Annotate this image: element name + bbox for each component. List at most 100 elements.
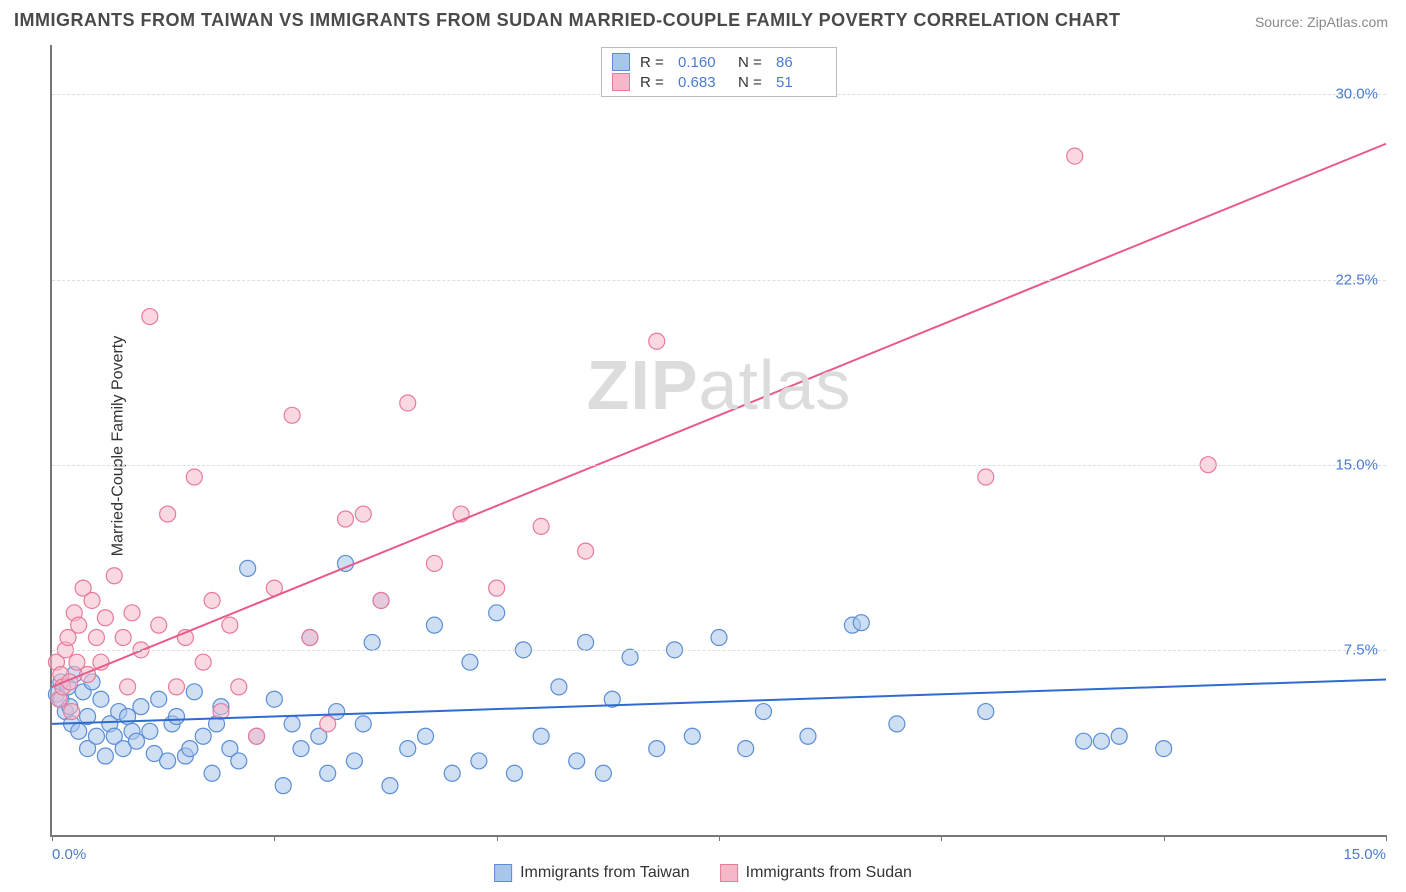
data-point	[649, 333, 665, 349]
data-point	[120, 679, 136, 695]
data-point	[533, 728, 549, 744]
data-point	[71, 617, 87, 633]
data-point	[231, 753, 247, 769]
data-point	[400, 741, 416, 757]
data-point	[506, 765, 522, 781]
data-point	[755, 704, 771, 720]
data-point	[97, 748, 113, 764]
data-point	[115, 630, 131, 646]
legend-swatch	[494, 864, 512, 882]
data-point	[186, 469, 202, 485]
data-point	[160, 753, 176, 769]
data-point	[800, 728, 816, 744]
data-point	[182, 741, 198, 757]
data-point	[889, 716, 905, 732]
data-point	[1067, 148, 1083, 164]
data-point	[462, 654, 478, 670]
data-point	[738, 741, 754, 757]
data-point	[364, 634, 380, 650]
data-point	[222, 617, 238, 633]
data-point	[649, 741, 665, 757]
data-point	[533, 518, 549, 534]
regression-line	[52, 679, 1386, 723]
data-point	[64, 704, 80, 720]
data-point	[471, 753, 487, 769]
plot-area: ZIPatlas R =0.160N =86R =0.683N =51 7.5%…	[50, 45, 1386, 837]
data-point	[355, 506, 371, 522]
data-point	[978, 704, 994, 720]
data-point	[204, 765, 220, 781]
data-point	[853, 615, 869, 631]
data-point	[684, 728, 700, 744]
source-link[interactable]: ZipAtlas.com	[1307, 14, 1388, 30]
y-tick-label: 7.5%	[1344, 641, 1378, 658]
data-point	[195, 654, 211, 670]
legend-swatch	[720, 864, 738, 882]
data-point	[186, 684, 202, 700]
data-point	[93, 691, 109, 707]
x-tick-label: 0.0%	[52, 846, 86, 863]
data-point	[151, 691, 167, 707]
data-point	[142, 723, 158, 739]
data-point	[418, 728, 434, 744]
source-attribution: Source: ZipAtlas.com	[1255, 14, 1388, 30]
data-point	[275, 778, 291, 794]
data-point	[337, 511, 353, 527]
data-point	[124, 605, 140, 621]
data-point	[578, 634, 594, 650]
data-point	[71, 723, 87, 739]
data-point	[444, 765, 460, 781]
data-point	[266, 691, 282, 707]
data-point	[128, 733, 144, 749]
data-point	[382, 778, 398, 794]
data-point	[204, 592, 220, 608]
legend-item: Immigrants from Sudan	[720, 864, 912, 882]
data-point	[84, 592, 100, 608]
data-point	[355, 716, 371, 732]
data-point	[426, 555, 442, 571]
data-point	[1093, 733, 1109, 749]
data-point	[400, 395, 416, 411]
data-point	[302, 630, 318, 646]
x-tick-label: 15.0%	[1343, 846, 1386, 863]
legend-item: Immigrants from Taiwan	[494, 864, 690, 882]
data-point	[231, 679, 247, 695]
data-point	[346, 753, 362, 769]
legend-row: R =0.160N =86	[612, 52, 826, 72]
legend-swatch	[612, 53, 630, 71]
data-point	[97, 610, 113, 626]
data-point	[169, 679, 185, 695]
data-point	[489, 605, 505, 621]
data-point	[160, 506, 176, 522]
data-point	[426, 617, 442, 633]
legend-row: R =0.683N =51	[612, 72, 826, 92]
data-point	[169, 709, 185, 725]
data-point	[373, 592, 389, 608]
data-point	[489, 580, 505, 596]
data-point	[320, 716, 336, 732]
data-point	[1156, 741, 1172, 757]
chart-svg	[52, 45, 1386, 835]
data-point	[578, 543, 594, 559]
data-point	[151, 617, 167, 633]
data-point	[622, 649, 638, 665]
data-point	[711, 630, 727, 646]
data-point	[978, 469, 994, 485]
data-point	[1111, 728, 1127, 744]
y-tick-label: 15.0%	[1335, 456, 1378, 473]
data-point	[1076, 733, 1092, 749]
data-point	[88, 630, 104, 646]
y-tick-label: 22.5%	[1335, 271, 1378, 288]
data-point	[569, 753, 585, 769]
data-point	[88, 728, 104, 744]
data-point	[293, 741, 309, 757]
data-point	[595, 765, 611, 781]
data-point	[195, 728, 211, 744]
data-point	[240, 560, 256, 576]
data-point	[106, 568, 122, 584]
series-legend: Immigrants from Taiwan Immigrants from Su…	[494, 864, 912, 882]
y-tick-label: 30.0%	[1335, 86, 1378, 103]
regression-line	[52, 144, 1386, 687]
chart-title: IMMIGRANTS FROM TAIWAN VS IMMIGRANTS FRO…	[14, 10, 1121, 31]
correlation-legend: R =0.160N =86R =0.683N =51	[601, 47, 837, 97]
